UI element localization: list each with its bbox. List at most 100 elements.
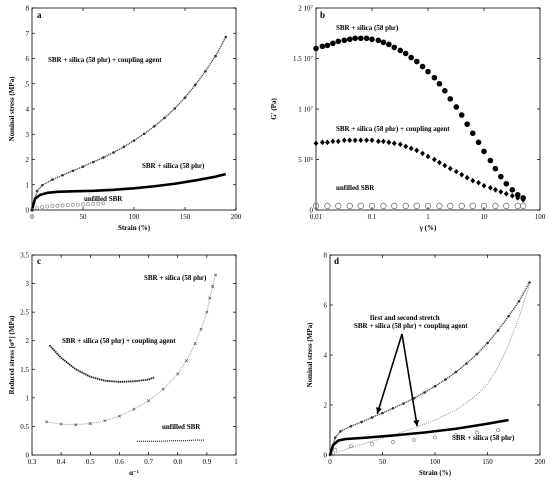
data-point	[419, 63, 426, 70]
data-point	[454, 370, 458, 374]
data-point	[447, 202, 454, 210]
data-point	[431, 74, 438, 81]
annotation-label: SBR + silica (58 phr) + coupling agent	[336, 125, 450, 133]
data-point	[363, 35, 370, 42]
arrow-head	[413, 419, 420, 427]
data-point	[71, 169, 75, 173]
data-point	[464, 121, 470, 127]
data-point	[402, 50, 409, 57]
data-point	[469, 202, 476, 210]
data-point	[51, 178, 54, 181]
x-tick-label: 100	[535, 213, 546, 221]
data-point	[102, 156, 105, 159]
data-point	[88, 422, 92, 426]
data-point	[86, 202, 91, 207]
data-point	[319, 139, 325, 146]
data-point	[333, 436, 337, 439]
data-point	[447, 165, 453, 172]
data-point	[153, 124, 156, 128]
data-point	[91, 202, 96, 206]
data-point	[493, 187, 498, 193]
y-tick-label: 0	[324, 452, 328, 460]
data-point	[520, 197, 526, 203]
data-point	[442, 88, 448, 94]
data-point	[528, 281, 531, 284]
data-point	[74, 423, 78, 427]
data-point	[103, 419, 107, 423]
x-tick-label: 0.3	[28, 458, 37, 466]
data-point	[184, 359, 188, 363]
x-tick-label: 0.7	[144, 458, 153, 466]
series-line	[30, 172, 227, 211]
annotation-label: SBR + silica (58 phr)	[144, 274, 207, 282]
data-point	[391, 44, 398, 51]
data-point	[375, 138, 381, 145]
x-tick-label: 150	[180, 213, 191, 221]
data-point	[397, 47, 404, 54]
data-point	[35, 206, 40, 210]
y-tick-label: 3	[26, 131, 30, 139]
series-a-2	[30, 201, 106, 212]
data-point	[370, 416, 374, 419]
data-point	[413, 58, 420, 65]
data-point	[413, 202, 420, 210]
series-line	[329, 284, 530, 456]
x-tick-label: 10	[481, 213, 489, 221]
data-point	[224, 35, 228, 39]
y-tick-label: 1.5 10⁷	[293, 55, 314, 63]
y-tick-label: 7	[26, 30, 30, 38]
series-c-1	[48, 344, 155, 383]
data-point	[204, 69, 207, 73]
x-tick-label: 50	[379, 458, 387, 466]
data-point	[358, 137, 364, 144]
data-point	[341, 137, 347, 144]
y-tick-label: 8	[26, 5, 30, 13]
data-point	[391, 140, 397, 147]
x-tick-label: 100	[129, 213, 140, 221]
data-point	[481, 148, 487, 155]
series-d-2	[328, 418, 509, 456]
x-tick-label: 1	[426, 213, 430, 221]
data-point	[35, 189, 39, 193]
y-tick-label: 2 10⁷	[298, 5, 313, 13]
data-point	[352, 35, 358, 42]
data-point	[391, 202, 398, 210]
data-point	[458, 202, 465, 210]
arrow-line	[401, 333, 418, 427]
data-point	[65, 203, 70, 208]
data-point	[122, 145, 126, 149]
y-axis-label: Reduced stress [σ*] (MPa)	[8, 315, 16, 395]
data-point	[517, 299, 521, 303]
data-point	[214, 54, 217, 58]
x-axis-label: α⁻¹	[129, 469, 139, 477]
data-point	[325, 139, 330, 146]
data-point	[503, 180, 510, 187]
data-point	[433, 384, 437, 388]
data-point	[381, 138, 386, 145]
data-point	[214, 273, 218, 277]
y-tick-label: 2.5	[20, 309, 29, 317]
data-point	[476, 179, 481, 186]
data-point	[503, 202, 510, 210]
annotation-label: SBR + silica (58 phr) + coupling agent	[354, 322, 468, 330]
arrow-line	[376, 333, 403, 414]
data-point	[199, 327, 203, 331]
data-point	[509, 193, 515, 199]
x-axis-label: Strain (%)	[118, 224, 151, 232]
x-tick-label: 0.9	[202, 458, 211, 466]
data-point	[475, 352, 479, 356]
y-tick-label: 6	[26, 55, 30, 63]
data-point	[368, 202, 376, 210]
data-point	[101, 201, 106, 206]
data-point	[486, 341, 489, 345]
x-tick-label: 100	[430, 458, 441, 466]
data-point	[346, 202, 353, 210]
data-point	[433, 435, 437, 440]
series-d-1	[329, 284, 530, 456]
data-point	[480, 202, 488, 210]
data-point	[40, 205, 45, 209]
data-point	[81, 165, 85, 168]
y-tick-label: 8	[324, 252, 328, 260]
data-point	[425, 153, 431, 160]
